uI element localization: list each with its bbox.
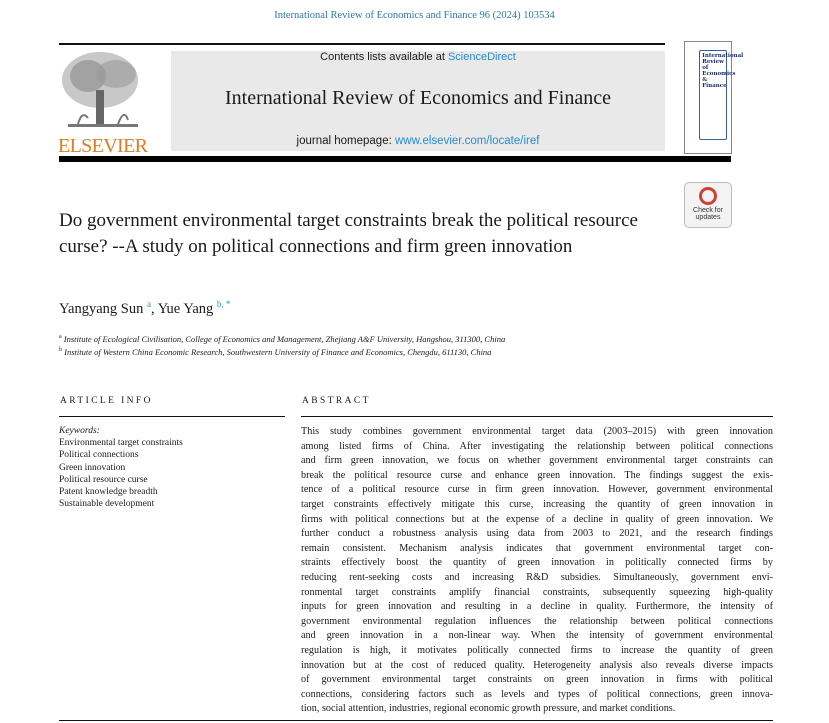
elsevier-logo[interactable]: ELSEVIER [58,50,150,157]
author-name[interactable]: Yangyang Sun [59,300,144,317]
journal-citation[interactable]: International Review of Economics and Fi… [274,10,555,21]
affiliation-mark: b [59,347,62,354]
divider [59,156,731,162]
divider [59,720,773,721]
article-title: Do government environmental target const… [59,210,638,257]
publisher-wordmark: ELSEVIER [58,135,149,154]
keywords-label: Keywords: [59,426,100,436]
abstract-line: This study combines government environme… [301,426,773,437]
divider [301,416,773,417]
abstract-line: straints effectively boost the quantity … [301,557,773,569]
author-list: Yangyang Sun a, Yue Yang b, * [59,299,231,317]
author-name[interactable]: Yue Yang [157,300,214,317]
cover-title: International Review of Economics & Fina… [699,50,743,140]
abstract-line: inputs for green innovation and resultin… [301,601,773,613]
journal-cover[interactable]: International Review of Economics & Fina… [684,41,743,154]
homepage-link[interactable]: www.elsevier.com/locate/iref [395,135,540,147]
contents-line: Contents lists available at ScienceDirec… [171,51,665,63]
keyword: Patent knowledge breadth [59,487,158,498]
affiliation: b Institute of Western China Economic Re… [59,347,491,357]
abstract-line: target constraints effectively mitigate … [301,498,773,510]
abstract-line: tion, social attention, industries, regi… [301,703,676,715]
affiliation-mark: a [59,334,62,341]
divider [59,416,285,417]
abstract-line: of government environmental target const… [301,674,773,686]
abstract-line: innovation but at the cost of reduced qu… [301,659,773,671]
abstract-line: regulation is high, it motivates politic… [301,644,773,656]
keywords-list: Keywords: Environmental target constrain… [59,425,183,510]
article-info-heading: ARTICLE INFO [60,396,153,406]
abstract-line: among listed firms of China. After inves… [301,440,773,452]
homepage-label: journal homepage: [296,135,395,147]
abstract-line: firms with political connections but at … [301,513,773,525]
affiliation-mark[interactable]: a [146,299,151,309]
bookmark-icon [699,187,717,205]
keyword: Political resource curse [59,474,148,485]
abstract-line: government environmental regulation infl… [301,615,773,627]
journal-title: International Review of Economics and Fi… [225,87,611,109]
check-for-updates-button[interactable]: Check for updates [684,182,732,228]
sciencedirect-link[interactable]: ScienceDirect [447,51,516,63]
abstract-heading: ABSTRACT [302,396,371,406]
abstract-line: remain consistent. Mechanism analysis in… [301,542,773,554]
abstract-line: and green innovation in a non-linear way… [301,630,773,642]
abstract-line: break the political resource curse and e… [301,469,773,481]
tree-icon: ELSEVIER [58,52,149,157]
contents-label: Contents lists available at [320,51,448,63]
affiliation-mark[interactable]: b, * [216,299,231,309]
keyword: Environmental target constraints [59,438,183,449]
journal-banner [171,51,665,151]
keyword: Political connections [59,450,139,461]
abstract-line: reducing rent-seeking costs and increasi… [301,571,773,583]
abstract-line: further conduct a robustness analysis us… [301,528,773,540]
abstract-body: This study combines government environme… [301,425,773,717]
affiliation-text: Institute of Ecological Civilisation, Co… [63,334,506,344]
keyword: Sustainable development [59,499,155,510]
abstract-line: connections, considering factors such as… [301,688,773,700]
check-updates-label: Check for updates [693,207,723,221]
keyword: Green innovation [59,462,126,473]
abstract-line: and firm green innovation, we focus on w… [301,455,773,467]
homepage-line: journal homepage: www.elsevier.com/locat… [171,135,665,147]
affiliation: a Institute of Ecological Civilisation, … [59,334,505,344]
affiliation-text: Institute of Western China Economic Rese… [64,347,492,357]
abstract-line: ronmental target constraints amplify fin… [301,586,773,598]
abstract-line: tence of a political resource curse in f… [301,484,773,496]
divider [59,43,665,45]
